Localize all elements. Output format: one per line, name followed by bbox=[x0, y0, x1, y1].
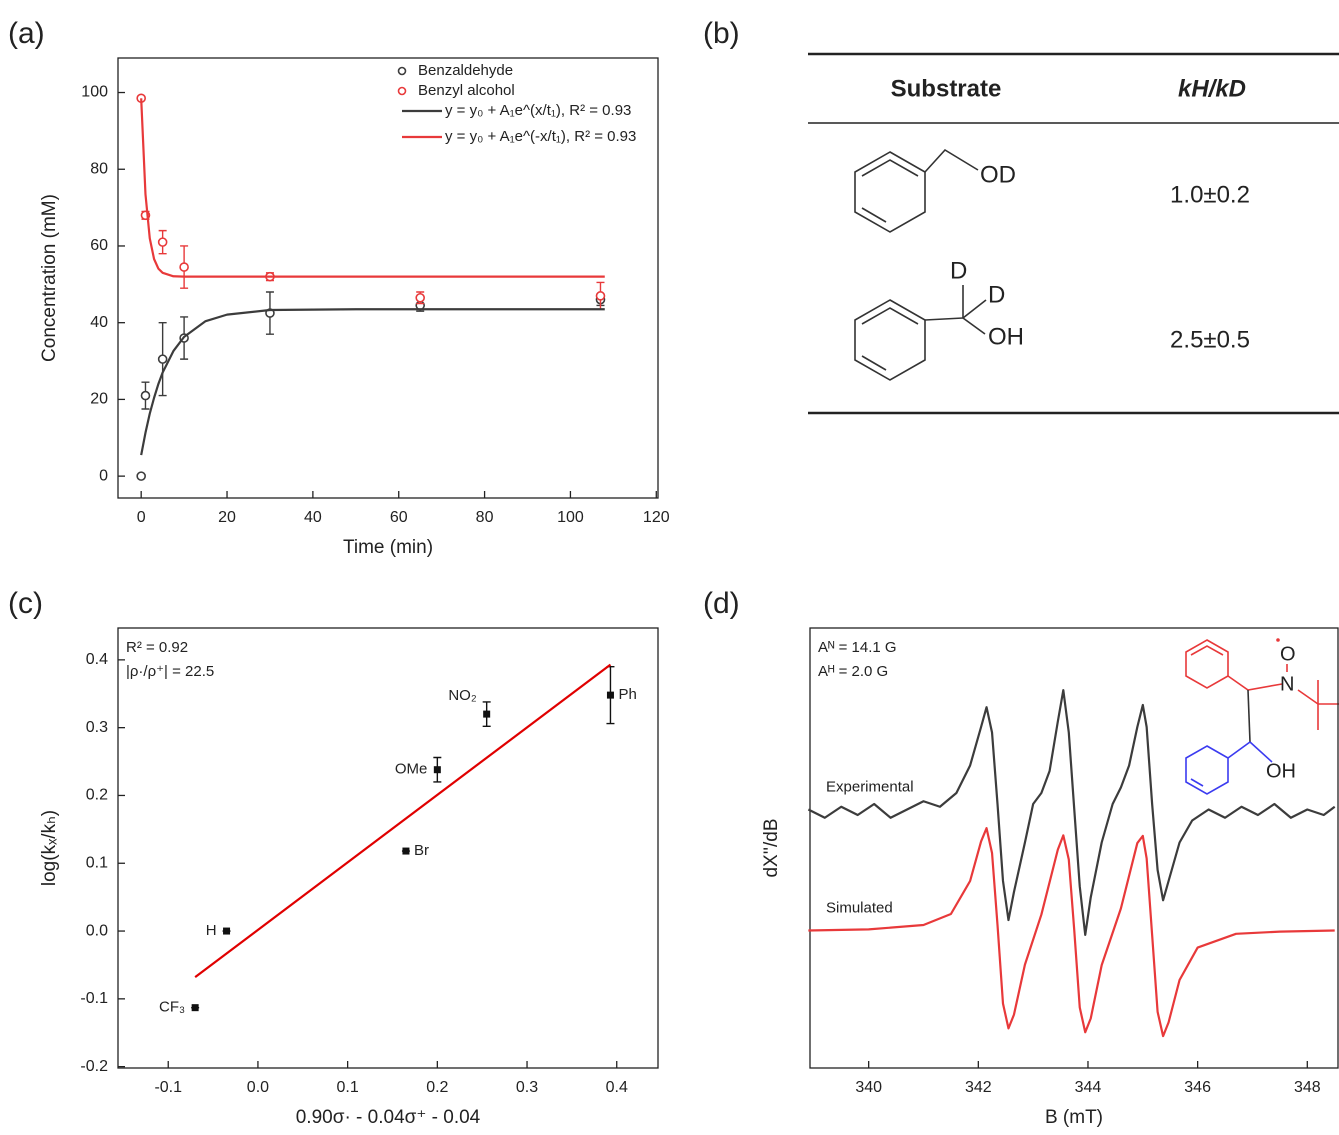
y-tick-label: 100 bbox=[81, 84, 108, 101]
cell: 1.0±0.2 bbox=[1170, 181, 1250, 208]
data-point bbox=[433, 766, 441, 774]
atom-label: N bbox=[1280, 673, 1294, 695]
x-tick-label: 0.1 bbox=[337, 1079, 359, 1096]
y-axis-title: log(kₓ/kₕ) bbox=[39, 810, 60, 886]
data-point bbox=[136, 471, 146, 481]
panel-label: (a) bbox=[8, 17, 45, 50]
y-tick-label: 40 bbox=[90, 314, 108, 331]
panel-label: (c) bbox=[8, 587, 43, 620]
y-tick-label: -0.2 bbox=[80, 1058, 108, 1075]
column-header: Substrate bbox=[891, 75, 1002, 102]
point-label: OMe bbox=[395, 761, 428, 778]
data-point bbox=[606, 691, 614, 699]
legend-label: y = y₀ + A₁e^(-x/t₁), R² = 0.93 bbox=[445, 128, 636, 145]
atom-label: D bbox=[988, 281, 1005, 308]
y-tick-label: 0.4 bbox=[86, 651, 108, 668]
x-tick-label: 0.3 bbox=[516, 1079, 538, 1096]
x-tick-label: 100 bbox=[557, 509, 584, 526]
series-line bbox=[140, 98, 605, 278]
x-tick-label: 0 bbox=[137, 509, 146, 526]
x-axis-title: B (mT) bbox=[1045, 1107, 1103, 1128]
y-tick-label: 0.0 bbox=[86, 922, 108, 939]
x-tick-label: 340 bbox=[855, 1079, 882, 1096]
series-line bbox=[194, 663, 612, 979]
molecule bbox=[854, 285, 987, 381]
series-line bbox=[807, 689, 1336, 936]
y-tick-label: 0.1 bbox=[86, 854, 108, 871]
x-tick-label: 348 bbox=[1294, 1079, 1321, 1096]
legend-label: y = y₀ + A₁e^(x/t₁), R² = 0.93 bbox=[445, 102, 631, 119]
y-tick-label: 0 bbox=[99, 467, 108, 484]
x-tick-label: -0.1 bbox=[154, 1079, 182, 1096]
legend-swatch bbox=[397, 66, 407, 76]
x-axis-title: 0.90σ· - 0.04σ⁺ - 0.04 bbox=[296, 1107, 481, 1128]
plot-frame bbox=[117, 57, 659, 499]
x-tick-label: 344 bbox=[1075, 1079, 1102, 1096]
x-tick-label: 120 bbox=[643, 509, 670, 526]
column-header: kH/kD bbox=[1178, 75, 1246, 102]
point-label: CF₃ bbox=[159, 999, 185, 1016]
data-point bbox=[415, 292, 425, 303]
legend-label: Benzaldehyde bbox=[418, 62, 513, 79]
data-point bbox=[223, 927, 231, 935]
x-tick-label: 346 bbox=[1184, 1079, 1211, 1096]
atom-label: O bbox=[1280, 643, 1296, 665]
series-label: Simulated bbox=[826, 899, 893, 916]
y-tick-label: 60 bbox=[90, 237, 108, 254]
data-point bbox=[595, 291, 606, 301]
x-tick-label: 20 bbox=[218, 509, 236, 526]
x-tick-label: 60 bbox=[390, 509, 408, 526]
x-tick-label: 40 bbox=[304, 509, 322, 526]
molecule bbox=[1185, 638, 1339, 795]
point-label: Br bbox=[414, 842, 429, 859]
point-label: Ph bbox=[618, 686, 636, 703]
panel-label: (d) bbox=[703, 587, 740, 620]
x-axis-title: Time (min) bbox=[343, 537, 433, 558]
atom-label: OH bbox=[1266, 760, 1296, 782]
data-point bbox=[157, 237, 168, 247]
x-tick-label: 0.0 bbox=[247, 1079, 269, 1096]
point-label: NO₂ bbox=[448, 687, 477, 704]
y-axis-title: dX''/dB bbox=[761, 818, 782, 877]
series-line bbox=[140, 308, 605, 456]
annotation: R² = 0.92 bbox=[126, 639, 188, 656]
panel-label: (b) bbox=[703, 17, 740, 50]
data-point bbox=[191, 1004, 199, 1012]
atom-label: OH bbox=[988, 323, 1024, 350]
annotation: |ρ·/ρ⁺| = 22.5 bbox=[126, 663, 214, 680]
legend-swatch bbox=[397, 86, 407, 96]
annotation: Aᴴ = 2.0 G bbox=[818, 663, 888, 680]
atom-label: OD bbox=[980, 161, 1016, 188]
y-tick-label: -0.1 bbox=[80, 990, 108, 1007]
plot-frame bbox=[117, 627, 659, 1069]
x-tick-label: 0.2 bbox=[426, 1079, 448, 1096]
data-point bbox=[483, 710, 491, 718]
plot-frame bbox=[809, 627, 1339, 1069]
point-label: H bbox=[206, 922, 217, 939]
y-tick-label: 80 bbox=[90, 160, 108, 177]
atom-label: D bbox=[950, 257, 967, 284]
data-point bbox=[179, 262, 189, 272]
y-tick-label: 0.3 bbox=[86, 719, 108, 736]
x-tick-label: 0.4 bbox=[606, 1079, 628, 1096]
series-line bbox=[808, 827, 1335, 1038]
data-point bbox=[140, 390, 151, 401]
y-tick-label: 20 bbox=[90, 391, 108, 408]
molecule bbox=[854, 148, 979, 233]
data-point bbox=[157, 354, 168, 364]
x-tick-label: 80 bbox=[476, 509, 494, 526]
legend-label: Benzyl alcohol bbox=[418, 82, 515, 99]
y-axis-title: Concentration (mM) bbox=[39, 194, 60, 362]
y-tick-label: 0.2 bbox=[86, 787, 108, 804]
annotation: Aᴺ = 14.1 G bbox=[818, 639, 897, 656]
x-tick-label: 342 bbox=[965, 1079, 992, 1096]
series-label: Experimental bbox=[826, 778, 914, 795]
data-point bbox=[402, 847, 410, 855]
cell: 2.5±0.5 bbox=[1170, 326, 1250, 353]
